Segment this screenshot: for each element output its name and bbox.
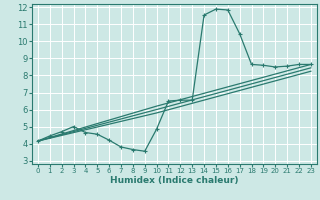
X-axis label: Humidex (Indice chaleur): Humidex (Indice chaleur) [110, 176, 239, 185]
